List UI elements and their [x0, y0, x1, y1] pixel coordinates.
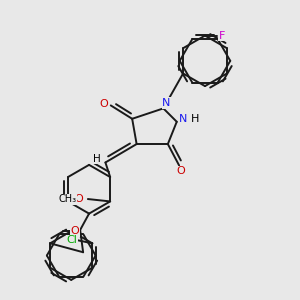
Text: O: O: [75, 194, 83, 204]
Text: CH₃: CH₃: [58, 194, 77, 204]
Text: O: O: [176, 167, 185, 176]
Text: O: O: [70, 226, 79, 236]
Text: N: N: [179, 114, 188, 124]
Text: H: H: [93, 154, 101, 164]
Text: O: O: [100, 99, 109, 109]
Text: H: H: [190, 114, 199, 124]
Text: N: N: [162, 98, 170, 108]
Text: F: F: [219, 31, 225, 40]
Text: Cl: Cl: [66, 236, 77, 245]
